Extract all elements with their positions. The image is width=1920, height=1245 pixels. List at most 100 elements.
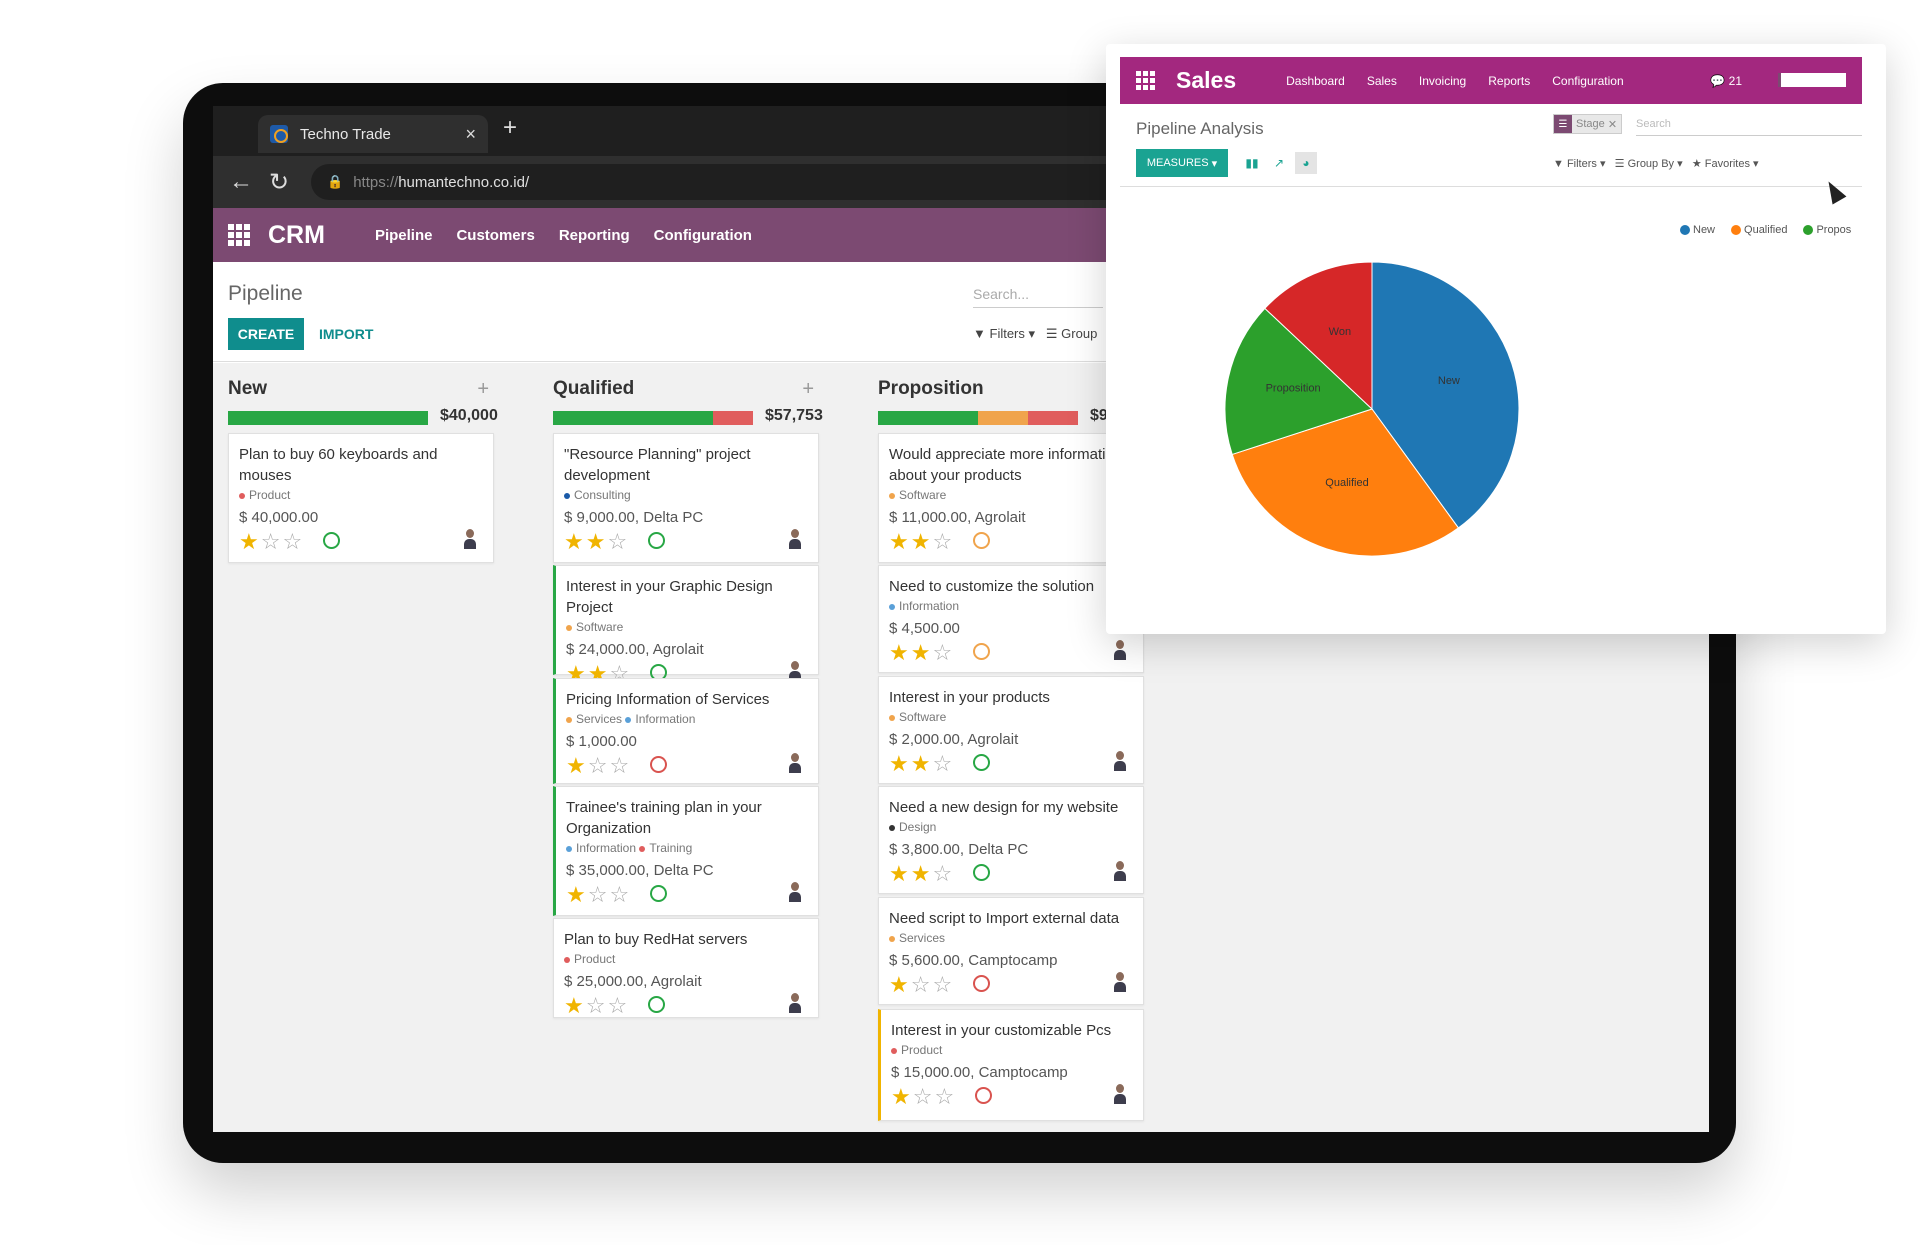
legend-item[interactable]: New	[1680, 224, 1715, 236]
star-empty-icon[interactable]: ☆	[260, 529, 283, 554]
star-empty-icon[interactable]: ☆	[607, 993, 630, 1018]
star-filled-icon[interactable]: ★	[910, 861, 933, 886]
priority-stars[interactable]: ★☆☆	[891, 1084, 956, 1109]
kanban-card[interactable]: Interest in your products Software $ 2,000…	[878, 676, 1144, 784]
activity-clock-icon[interactable]	[648, 532, 665, 549]
star-empty-icon[interactable]: ☆	[282, 529, 305, 554]
kanban-card[interactable]: Interest in your customizable Pcs Product…	[878, 1009, 1144, 1121]
search-input[interactable]: Search...	[973, 280, 1103, 308]
star-filled-icon[interactable]: ★	[889, 529, 911, 554]
column-progress-bar[interactable]	[553, 411, 753, 425]
kanban-card[interactable]: Plan to buy RedHat servers Product $ 25,00…	[553, 918, 819, 1018]
menu-pipeline[interactable]: Pipeline	[374, 226, 433, 244]
priority-stars[interactable]: ★☆☆	[239, 529, 304, 554]
kanban-card[interactable]: Would appreciate more information about …	[878, 433, 1144, 563]
remove-facet-icon[interactable]: ✕	[1607, 118, 1618, 131]
star-filled-icon[interactable]: ★	[564, 993, 586, 1018]
kanban-card[interactable]: Trainee's training plan in your Organiza…	[553, 786, 819, 916]
column-progress-bar[interactable]	[228, 411, 428, 425]
kanban-card[interactable]: Need script to Import external data Servi…	[878, 897, 1144, 1005]
star-filled-icon[interactable]: ★	[566, 882, 588, 907]
activity-clock-icon[interactable]	[973, 643, 990, 660]
search-facet[interactable]: ☰ Stage ✕	[1553, 114, 1623, 134]
menu-sales[interactable]: Sales	[1366, 73, 1397, 88]
pie-slice-qualified[interactable]	[1231, 408, 1460, 557]
kanban-card[interactable]: Need to customize the solution Informatio…	[878, 565, 1144, 673]
line-chart-icon[interactable]: ↗	[1273, 156, 1285, 170]
kanban-card[interactable]: Need a new design for my website Design $ …	[878, 786, 1144, 894]
pie-slice-new[interactable]	[1371, 261, 1520, 529]
menu-configuration[interactable]: Configuration	[653, 226, 752, 244]
priority-stars[interactable]: ★☆☆	[566, 753, 631, 778]
activity-clock-icon[interactable]	[648, 996, 665, 1013]
star-empty-icon[interactable]: ☆	[932, 529, 955, 554]
back-arrow-icon[interactable]: ←	[229, 168, 253, 195]
priority-stars[interactable]: ★★☆	[889, 640, 954, 665]
import-button[interactable]: IMPORT	[319, 326, 374, 342]
browser-tab[interactable]: Techno Trade ×	[258, 115, 488, 153]
filters-dropdown[interactable]: Filters	[989, 326, 1025, 341]
star-filled-icon[interactable]: ★	[889, 640, 911, 665]
activity-clock-icon[interactable]	[650, 756, 667, 773]
legend-item[interactable]: Propos	[1803, 224, 1851, 236]
menu-customers[interactable]: Customers	[456, 226, 535, 244]
priority-stars[interactable]: ★☆☆	[889, 972, 954, 997]
activity-clock-icon[interactable]	[973, 532, 990, 549]
star-filled-icon[interactable]: ★	[239, 529, 261, 554]
close-tab-icon[interactable]: ×	[465, 123, 476, 144]
chat-counter[interactable]: 💬 21	[1710, 74, 1742, 88]
star-empty-icon[interactable]: ☆	[932, 861, 955, 886]
star-filled-icon[interactable]: ★	[566, 753, 588, 778]
new-tab-button[interactable]: +	[503, 114, 518, 141]
search-input[interactable]: Search	[1636, 118, 1862, 136]
legend-item[interactable]: Qualified	[1731, 224, 1787, 236]
priority-stars[interactable]: ★☆☆	[566, 882, 631, 907]
star-empty-icon[interactable]: ☆	[910, 972, 933, 997]
star-empty-icon[interactable]: ☆	[912, 1084, 935, 1109]
kanban-card[interactable]: Plan to buy 60 keyboards and mouses Produ…	[228, 433, 494, 563]
menu-reporting[interactable]: Reporting	[558, 226, 630, 244]
star-filled-icon[interactable]: ★	[564, 529, 586, 554]
star-empty-icon[interactable]: ☆	[587, 882, 610, 907]
star-empty-icon[interactable]: ☆	[585, 993, 608, 1018]
menu-configuration[interactable]: Configuration	[1552, 73, 1624, 88]
column-progress-bar[interactable]	[878, 411, 1078, 425]
group-dropdown[interactable]: Group	[1061, 326, 1098, 341]
star-filled-icon[interactable]: ★	[910, 529, 933, 554]
apps-grid-icon[interactable]	[228, 224, 250, 246]
activity-clock-icon[interactable]	[973, 975, 990, 992]
priority-stars[interactable]: ★★☆	[889, 751, 954, 776]
star-empty-icon[interactable]: ☆	[607, 529, 630, 554]
menu-dashboard[interactable]: Dashboard	[1286, 73, 1345, 88]
priority-stars[interactable]: ★☆☆	[564, 993, 629, 1018]
menu-reports[interactable]: Reports	[1488, 73, 1531, 88]
apps-grid-icon[interactable]	[1136, 70, 1156, 91]
star-empty-icon[interactable]: ☆	[932, 972, 955, 997]
priority-stars[interactable]: ★★☆	[889, 861, 954, 886]
kanban-card[interactable]: Pricing Information of Services Services …	[553, 678, 819, 784]
favorites-dropdown[interactable]: Favorites	[1704, 158, 1750, 170]
kanban-card[interactable]: "Resource Planning" project development C…	[553, 433, 819, 563]
filters-dropdown[interactable]: Filters	[1566, 158, 1597, 170]
pie-slice-won[interactable]	[1264, 261, 1373, 411]
kanban-card[interactable]: Interest in your Graphic Design Project S…	[553, 565, 819, 686]
crm-brand[interactable]: CRM	[268, 220, 325, 249]
pie-slice-proposition[interactable]	[1224, 307, 1373, 456]
star-filled-icon[interactable]: ★	[891, 1084, 913, 1109]
star-empty-icon[interactable]: ☆	[609, 882, 632, 907]
activity-clock-icon[interactable]	[973, 864, 990, 881]
activity-clock-icon[interactable]	[975, 1087, 992, 1104]
activity-clock-icon[interactable]	[323, 532, 340, 549]
measures-button[interactable]: MEASURES ▾	[1136, 149, 1228, 177]
star-filled-icon[interactable]: ★	[889, 751, 911, 776]
star-empty-icon[interactable]: ☆	[932, 640, 955, 665]
groupby-dropdown[interactable]: Group By	[1627, 158, 1675, 170]
create-button[interactable]: CREATE	[228, 318, 304, 350]
star-filled-icon[interactable]: ★	[910, 640, 933, 665]
pie-chart-icon[interactable]: ◕	[1295, 152, 1317, 174]
quick-create-icon[interactable]: +	[477, 378, 489, 400]
priority-stars[interactable]: ★★☆	[889, 529, 954, 554]
activity-clock-icon[interactable]	[650, 885, 667, 902]
star-empty-icon[interactable]: ☆	[587, 753, 610, 778]
star-empty-icon[interactable]: ☆	[934, 1084, 957, 1109]
